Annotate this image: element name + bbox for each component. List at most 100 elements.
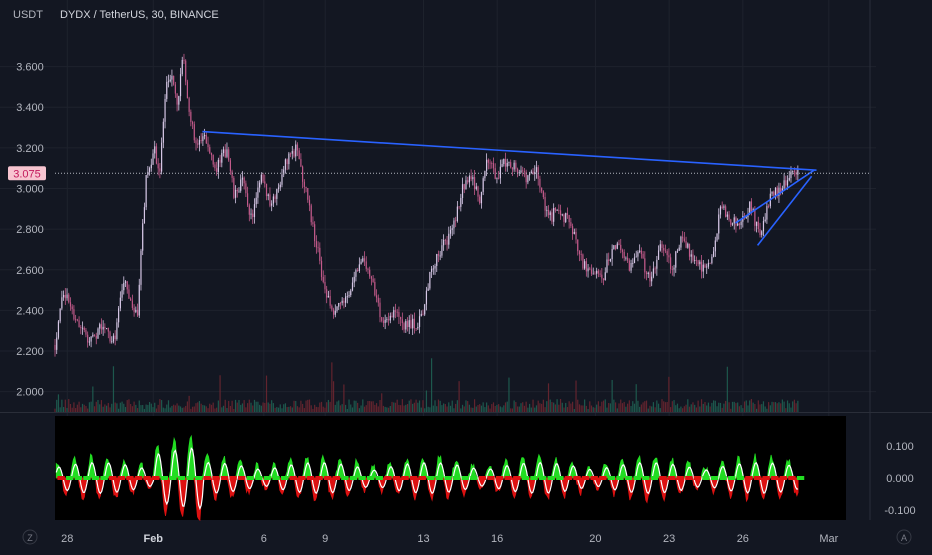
auto-scale-button-ring[interactable] xyxy=(896,529,912,545)
auto-scale-button[interactable]: A xyxy=(896,529,912,545)
volume-bar xyxy=(549,399,551,412)
candle-body xyxy=(350,290,352,296)
volume-bar xyxy=(492,402,495,412)
time-axis[interactable]: 28 Feb 6 9 13 16 20 23 26 Mar xyxy=(61,533,838,545)
volume-bar xyxy=(97,400,99,412)
oscillator-zero-segment xyxy=(246,476,254,480)
candle-body xyxy=(635,256,637,258)
volume-bar xyxy=(217,400,219,412)
volume-bar xyxy=(207,408,209,412)
volume-bar xyxy=(654,407,656,412)
volume-bar xyxy=(627,403,629,412)
volume-bar xyxy=(575,380,577,412)
volume-bar xyxy=(436,406,438,412)
volume-bar xyxy=(637,400,639,412)
trendline[interactable] xyxy=(756,175,813,246)
candle-body xyxy=(558,210,560,211)
volume-bar xyxy=(246,403,249,412)
time-tick-label: 23 xyxy=(663,533,675,545)
volume-bar xyxy=(726,366,728,412)
volume-bar xyxy=(92,386,94,412)
candle-body xyxy=(620,244,622,251)
volume-bar xyxy=(374,404,376,412)
candle-body xyxy=(210,153,213,156)
volume-bar xyxy=(375,403,378,412)
volume-bar xyxy=(608,403,610,412)
volume-bar xyxy=(157,404,159,412)
price-axis[interactable]: 3.600 3.400 3.200 3.000 2.800 2.600 2.400 2.200… xyxy=(16,0,871,520)
volume-bar xyxy=(277,407,280,412)
volume-bar xyxy=(762,401,765,412)
candle-body xyxy=(510,162,512,168)
volume-bar xyxy=(314,404,316,412)
trendlines[interactable] xyxy=(202,130,817,246)
candle-body xyxy=(692,254,694,261)
candle-body xyxy=(382,320,385,323)
timezone-button[interactable]: Z xyxy=(22,529,38,545)
candle-body xyxy=(341,300,343,304)
candle-body xyxy=(761,231,763,235)
candle-body xyxy=(547,209,550,216)
volume-bar xyxy=(286,407,288,412)
volume-bar xyxy=(234,399,237,412)
volume-bar xyxy=(568,401,570,412)
volume-bar xyxy=(520,403,522,412)
candle-body xyxy=(317,247,319,249)
zoom-icon[interactable]: Z xyxy=(27,533,33,543)
candle-body xyxy=(496,177,498,179)
volume-bar xyxy=(764,406,766,412)
candle-body xyxy=(90,336,92,342)
currency-label: USDT xyxy=(13,9,43,21)
timezone-button-ring[interactable] xyxy=(22,529,38,545)
candle-body xyxy=(439,255,441,257)
candle-body xyxy=(539,178,541,188)
volume-bar xyxy=(621,403,624,412)
oscillator-zero-segment xyxy=(762,476,770,480)
candle-body xyxy=(571,226,574,234)
candle-body xyxy=(441,245,443,256)
candle-body xyxy=(566,213,569,216)
oscillator-axis[interactable]: 0.100 0.000 -0.100 xyxy=(884,441,915,517)
oscillator-tick-label: -0.100 xyxy=(884,505,915,517)
candle-body xyxy=(159,168,161,172)
oscillator-zero-segment xyxy=(109,476,117,480)
volume-bar xyxy=(109,407,111,412)
volume-bar xyxy=(771,401,773,412)
candle-body xyxy=(529,173,531,176)
trendline[interactable] xyxy=(202,130,817,172)
volume-bar xyxy=(695,407,697,412)
oscillator-zero-segment xyxy=(401,476,409,480)
oscillator-zero-segment xyxy=(581,476,590,480)
oscillator-zero-segment xyxy=(633,476,641,480)
volume-bar xyxy=(563,407,565,412)
candle-body xyxy=(405,321,407,330)
trendline[interactable] xyxy=(735,169,815,224)
candle-body xyxy=(233,177,235,198)
volume-bar xyxy=(657,403,660,412)
candle-body xyxy=(195,140,197,144)
volume-bar xyxy=(56,399,58,412)
volume-bar xyxy=(233,408,235,412)
pane-separator[interactable] xyxy=(0,412,932,413)
candle-body xyxy=(59,308,61,322)
volume-bar xyxy=(209,403,211,412)
volume-bar xyxy=(547,383,550,412)
volume-bar xyxy=(676,403,679,412)
volume-bar xyxy=(288,406,290,412)
candle-body xyxy=(406,321,409,328)
volume-bar xyxy=(173,404,175,412)
volume-bar xyxy=(76,404,78,412)
candle-body xyxy=(305,186,307,189)
auto-icon[interactable]: A xyxy=(901,533,907,543)
candle-body xyxy=(97,328,99,339)
oscillator-signal-line xyxy=(55,447,799,511)
candle-body xyxy=(69,302,72,307)
candle-body xyxy=(245,183,247,194)
volume-bar xyxy=(190,408,192,412)
volume-bar xyxy=(680,406,682,412)
candle-body xyxy=(171,75,173,80)
candle-body xyxy=(580,254,582,255)
oscillator-zero-segment xyxy=(796,476,805,480)
